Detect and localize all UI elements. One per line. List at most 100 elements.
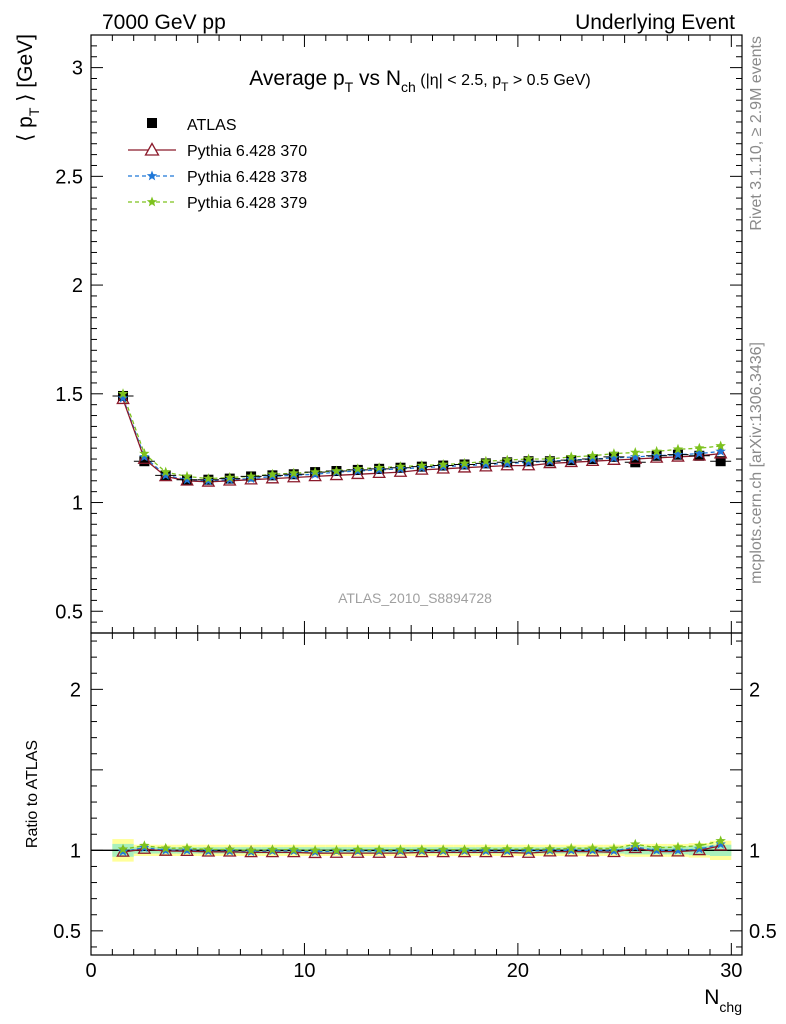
main-point-pythia-6-428-370	[479, 459, 493, 472]
main-point-pythia-6-428-379	[523, 453, 534, 464]
ratio-point-pythia-6-428-378	[694, 843, 705, 854]
main-point-pythia-6-428-379	[502, 454, 513, 465]
ratio-point-pythia-6-428-370	[286, 845, 301, 858]
ratio-xlabel: Nchg	[704, 986, 742, 1015]
main-point-pythia-6-428-370	[500, 458, 515, 471]
main-point-pythia-6-428-379	[160, 466, 171, 477]
main-point-pythia-6-428-378	[608, 452, 620, 463]
header-right: Underlying Event	[575, 11, 735, 34]
ratio-point-pythia-6-428-378	[672, 844, 684, 855]
ratio-frame	[90, 632, 743, 956]
ratio-point-pythia-6-428-370	[329, 845, 344, 858]
legend-entry-atlas: ATLAS	[147, 117, 237, 134]
ratio-point-pythia-6-428-379	[502, 843, 513, 854]
ratio-point-pythia-6-428-379	[694, 840, 705, 851]
atlas-point	[715, 456, 726, 467]
legend: ATLAS Pythia 6.428 370 Pythia 6.428 378 …	[128, 117, 307, 212]
main-point-pythia-6-428-379	[203, 473, 214, 484]
ratio-y-tick-label: 0.5	[53, 921, 81, 943]
legend-entry-pythia-378: Pythia 6.428 378	[128, 169, 307, 186]
main-point-pythia-6-428-370	[713, 446, 728, 459]
ratio-ylabel: Ratio to ATLAS	[24, 740, 41, 848]
ratio-y-tick-label-right: 1	[749, 840, 760, 862]
main-y-tick-label: 2	[72, 275, 83, 297]
ratio-point-pythia-6-428-370	[500, 845, 515, 858]
ratio-point-pythia-6-428-379	[544, 843, 556, 854]
header-left: 7000 GeV pp	[102, 11, 226, 34]
main-point-pythia-6-428-379	[544, 453, 556, 464]
ratio-x-tick-label: 10	[293, 960, 315, 982]
main-point-pythia-6-428-379	[608, 448, 620, 458]
ratio-point-pythia-6-428-370	[415, 845, 429, 858]
main-point-pythia-6-428-379	[352, 463, 363, 474]
ratio-point-pythia-6-428-379	[608, 842, 620, 853]
main-point-pythia-6-428-370	[607, 452, 621, 465]
ratio-point-pythia-6-428-370	[393, 845, 408, 858]
ratio-point-pythia-6-428-379	[437, 844, 449, 855]
main-line-pythia-6-428-379	[122, 393, 721, 480]
atlas-point	[139, 456, 150, 467]
ratio-point-pythia-6-428-370	[265, 845, 280, 858]
atlas-point	[630, 457, 641, 468]
main-point-pythia-6-428-378	[672, 449, 684, 460]
main-point-pythia-6-428-370	[137, 451, 152, 464]
legend-label-pythia-378: Pythia 6.428 378	[187, 169, 307, 186]
main-point-pythia-6-428-370	[564, 454, 579, 468]
ratio-point-pythia-6-428-379	[523, 843, 534, 854]
main-point-pythia-6-428-379	[139, 448, 150, 458]
ratio-point-pythia-6-428-370	[308, 845, 322, 859]
ratio-point-pythia-6-428-379	[117, 843, 129, 854]
main-point-pythia-6-428-379	[459, 457, 470, 468]
main-point-pythia-6-428-378	[651, 450, 662, 461]
ratio-point-pythia-6-428-379	[587, 842, 598, 853]
main-y-tick-label: 1.5	[55, 384, 83, 406]
ratio-point-pythia-6-428-379	[480, 843, 492, 854]
main-point-pythia-6-428-379	[224, 472, 235, 482]
ratio-point-pythia-6-428-379	[203, 844, 214, 854]
main-plot-area	[112, 388, 732, 487]
main-point-pythia-6-428-379	[288, 467, 299, 478]
main-point-pythia-6-428-370	[393, 464, 408, 477]
ratio-point-pythia-6-428-379	[160, 842, 171, 853]
main-point-pythia-6-428-379	[245, 470, 257, 481]
ratio-point-pythia-6-428-370	[137, 841, 152, 854]
ratio-panel: 0 10 20 30 0.5 0.5 1 1 2 2 Ratio to ATLAS Nchg	[24, 632, 777, 1015]
main-point-pythia-6-428-378	[523, 456, 534, 467]
ratio-point-pythia-6-428-370	[585, 844, 600, 857]
ratio-point-pythia-6-428-379	[331, 844, 342, 855]
ratio-point-pythia-6-428-370	[457, 845, 472, 858]
ratio-point-pythia-6-428-370	[372, 845, 386, 858]
ratio-ticks: 0 10 20 30 0.5 0.5 1 1 2 2	[53, 633, 777, 982]
legend-entry-pythia-370: Pythia 6.428 370	[128, 142, 307, 160]
main-point-pythia-6-428-370	[628, 451, 643, 464]
ratio-point-pythia-6-428-370	[543, 844, 557, 857]
main-point-pythia-6-428-378	[139, 451, 150, 462]
main-point-pythia-6-428-379	[587, 450, 598, 461]
ratio-point-pythia-6-428-379	[630, 838, 641, 849]
main-point-pythia-6-428-379	[309, 466, 321, 477]
ratio-point-pythia-6-428-379	[416, 844, 428, 855]
main-point-pythia-6-428-378	[117, 392, 129, 403]
ratio-x-tick-label: 20	[507, 960, 529, 982]
main-point-pythia-6-428-370	[692, 448, 707, 461]
main-point-pythia-6-428-378	[715, 445, 726, 456]
main-title: Average pT vs Nch (|η| < 2.5, pT > 0.5 G…	[249, 67, 590, 95]
ratio-y-tick-label-right: 0.5	[749, 921, 777, 943]
ratio-plot-area	[91, 835, 742, 862]
ratio-point-pythia-6-428-379	[245, 844, 257, 855]
main-point-pythia-6-428-379	[395, 461, 406, 472]
legend-label-atlas: ATLAS	[187, 117, 237, 134]
ratio-point-pythia-6-428-379	[288, 844, 299, 855]
main-point-pythia-6-428-378	[480, 459, 492, 469]
ratio-point-pythia-6-428-379	[651, 842, 662, 853]
main-point-pythia-6-428-379	[694, 442, 705, 453]
main-point-pythia-6-428-379	[267, 468, 278, 479]
main-point-pythia-6-428-378	[160, 469, 171, 480]
legend-label-pythia-379: Pythia 6.428 379	[187, 195, 307, 212]
main-point-pythia-6-428-378	[181, 474, 193, 485]
legend-marker-pythia-379	[146, 196, 158, 207]
main-ticks: 0.5 1 1.5 2 2.5 3	[55, 35, 742, 633]
ratio-point-pythia-6-428-379	[459, 844, 470, 855]
ratio-point-pythia-6-428-378	[715, 838, 726, 849]
main-point-pythia-6-428-378	[694, 448, 705, 458]
